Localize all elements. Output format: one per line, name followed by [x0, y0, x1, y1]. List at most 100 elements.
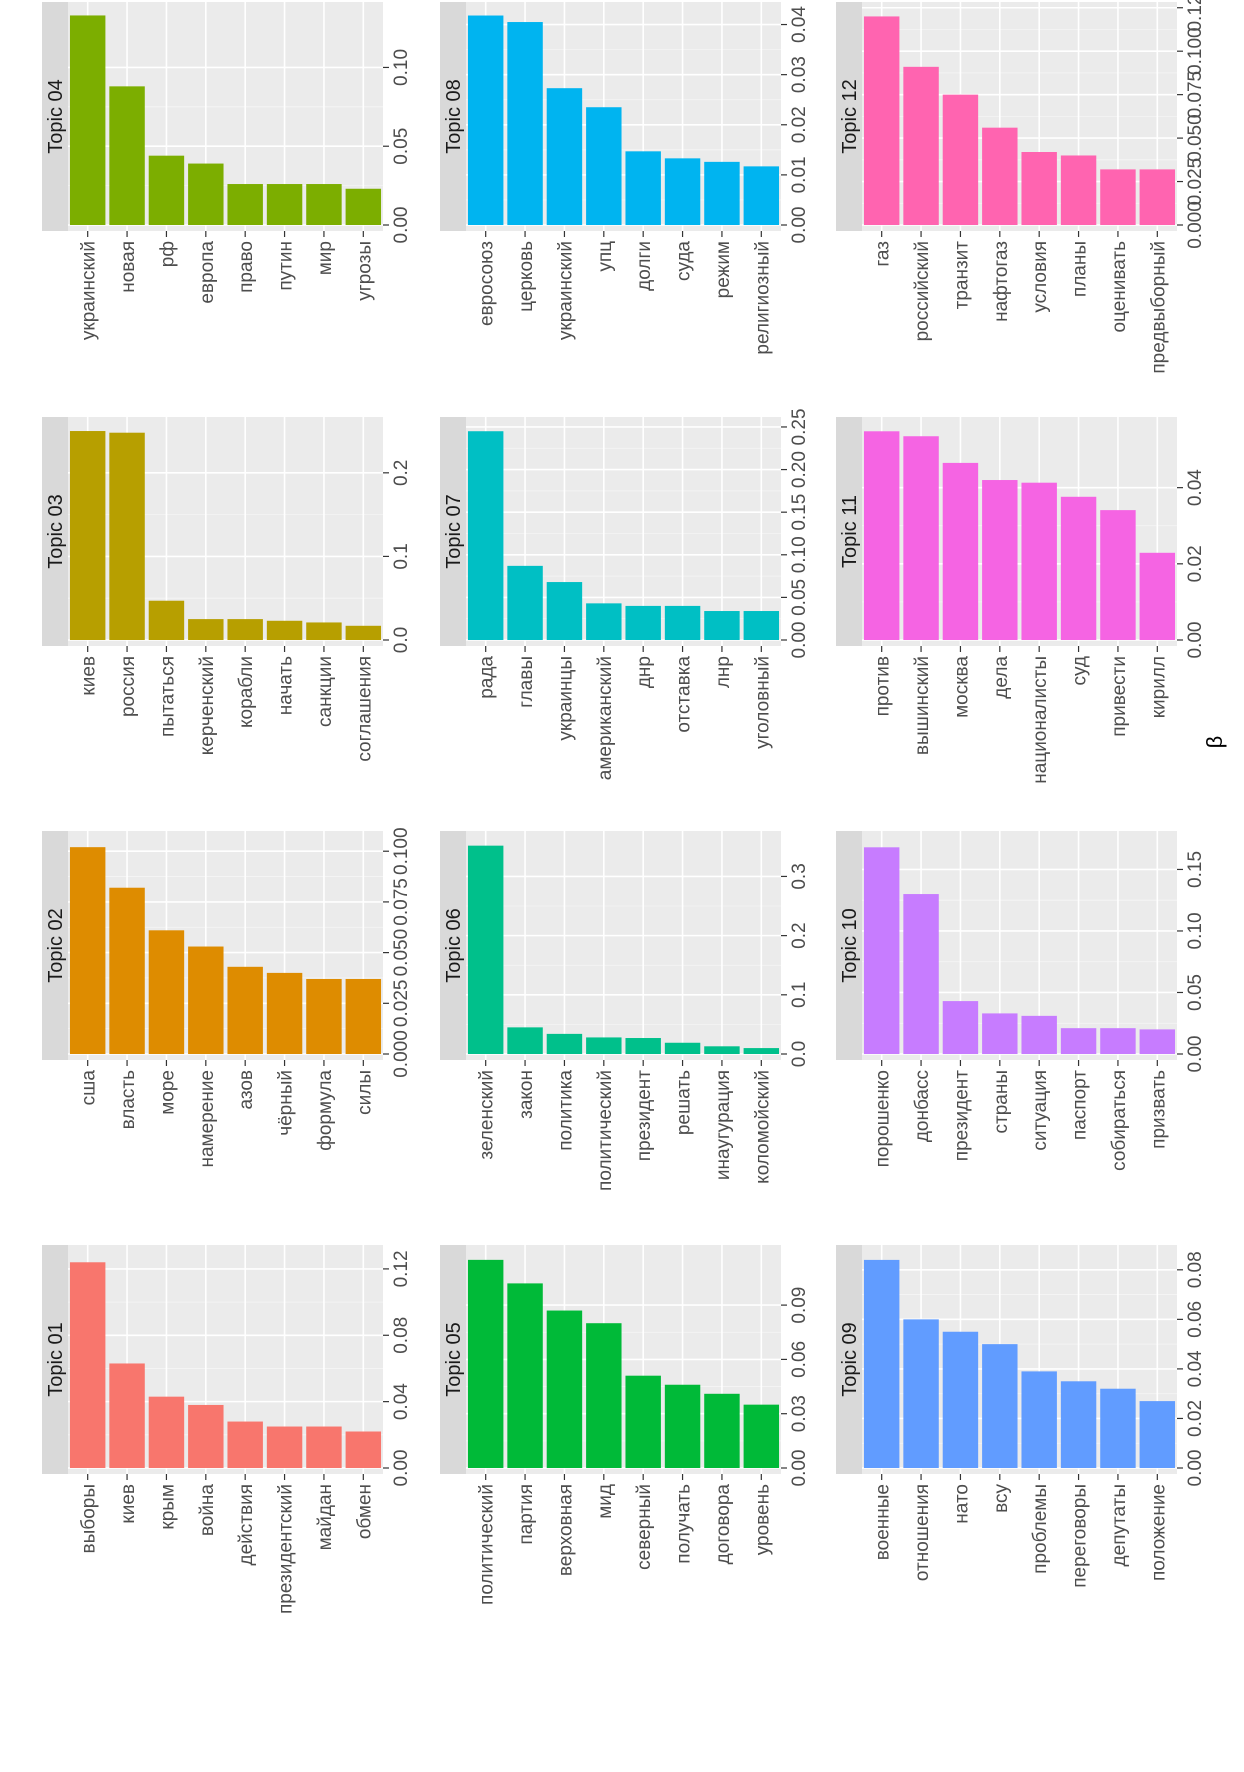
panel-topic-10-bar-6 — [1060, 1028, 1097, 1054]
panel-topic-07-category-label: рада — [477, 656, 498, 699]
panel-topic-02-category-label: сша — [79, 1070, 100, 1106]
panel-topic-03: Topic 03 0.0 0.1 0.2 киев россия пытаться керче… — [42, 417, 412, 762]
panel-topic-12-value-tick-label: 0.075 — [1185, 71, 1206, 119]
panel-topic-12-title: Topic 12 — [839, 79, 861, 154]
panel-topic-03-bar-6 — [266, 620, 303, 640]
panel-topic-03-category-label: корабли — [236, 656, 257, 728]
panel-topic-01-category-label: крым — [157, 1484, 178, 1530]
panel-topic-05-bar-4 — [586, 1323, 622, 1468]
panel-topic-08-category-label: суда — [674, 241, 695, 281]
panel-topic-07: Topic 07 0.00 0.05 0.10 0.15 0.20 0.25 рада глав… — [440, 408, 810, 780]
panel-topic-03-category-label: начать — [276, 656, 297, 715]
panel-topic-11-category-label: националисты — [1030, 656, 1051, 784]
panel-topic-03-category-label: киев — [79, 656, 100, 696]
panel-topic-05-value-tick-label: 0.03 — [789, 1395, 810, 1432]
panel-topic-03-category-label: санкции — [315, 656, 336, 727]
panel-topic-12-value-tick-label: 0.000 — [1185, 201, 1206, 249]
panel-topic-07-category-label: днр — [634, 656, 655, 688]
panel-topic-01-category-label: война — [197, 1484, 218, 1537]
panel-topic-07-value-tick-label: 0.05 — [789, 579, 810, 616]
panel-topic-09-category-label: проблемы — [1030, 1484, 1051, 1574]
panel-topic-06-category-label: президент — [634, 1070, 655, 1161]
panel-topic-08-value-tick-label: 0.02 — [789, 106, 810, 143]
panel-topic-03-bar-1 — [69, 431, 106, 640]
panel-topic-07-value-tick-label: 0.00 — [789, 622, 810, 659]
panel-topic-09-category-label: военные — [873, 1484, 894, 1560]
panel-topic-11-bar-4 — [982, 480, 1018, 640]
panel-topic-09-value-tick-label: 0.00 — [1185, 1450, 1206, 1487]
panel-topic-11-bar-7 — [1100, 510, 1136, 640]
panel-topic-06-value-tick-label: 0.0 — [789, 1041, 810, 1067]
panel-topic-08-bar-6 — [664, 158, 701, 225]
panel-topic-10-bar-2 — [903, 894, 939, 1054]
panel-topic-09-bar-1 — [863, 1259, 900, 1468]
panel-topic-09-value-tick-label: 0.02 — [1185, 1400, 1206, 1437]
panel-topic-11-category-label: вышинский — [912, 656, 933, 755]
panel-topic-04-bar-1 — [69, 15, 106, 226]
panel-topic-04-category-label: украинский — [79, 241, 100, 340]
panel-topic-08-value-tick-label: 0.03 — [789, 56, 810, 93]
panel-topic-07-category-label: отставка — [674, 656, 695, 733]
panel-topic-05-bar-8 — [743, 1404, 780, 1468]
panel-topic-05-bar-3 — [546, 1310, 583, 1468]
panel-topic-09-bar-7 — [1100, 1388, 1136, 1468]
panel-topic-02-bar-1 — [69, 847, 106, 1054]
panel-topic-08-value-tick-label: 0.04 — [789, 6, 810, 43]
panel-topic-04-bar-6 — [266, 184, 303, 225]
panel-topic-03-bar-5 — [227, 619, 263, 640]
panel-topic-07-category-label: главы — [516, 656, 537, 708]
panel-topic-06-category-label: зеленский — [477, 1070, 498, 1160]
panel-topic-01-category-label: выборы — [79, 1484, 100, 1553]
panel-topic-05-category-label: партия — [516, 1484, 537, 1545]
panel-topic-03-bar-2 — [109, 432, 145, 640]
panel-topic-12-category-label: предвыборный — [1148, 241, 1169, 374]
panel-topic-12-bar-3 — [942, 94, 979, 226]
panel-topic-10-value-tick-label: 0.00 — [1185, 1036, 1206, 1073]
panel-topic-04-bar-2 — [109, 86, 145, 226]
panel-topic-12-strip — [836, 2, 862, 231]
panel-topic-06-value-tick-label: 0.3 — [789, 863, 810, 889]
panel-topic-08-bar-3 — [546, 88, 583, 225]
panel-topic-10-bar-1 — [863, 847, 900, 1054]
panel-topic-10-bar-3 — [942, 1001, 979, 1054]
panel-topic-10-category-label: собираться — [1109, 1070, 1130, 1171]
panel-topic-07-value-tick-label: 0.10 — [789, 536, 810, 573]
panel-topic-02-value-tick-label: 0.100 — [391, 827, 412, 875]
panel-topic-08-category-label: упц — [595, 241, 616, 272]
panel-topic-01-bar-8 — [345, 1431, 382, 1468]
panel-topic-12-value-tick-label: 0.025 — [1185, 158, 1206, 206]
panel-topic-10-bar-7 — [1100, 1028, 1136, 1054]
panel-topic-02-category-label: власть — [118, 1070, 139, 1130]
panel-topic-02-category-label: азов — [236, 1070, 257, 1110]
panel-topic-05-category-label: уровень — [752, 1484, 773, 1555]
panel-topic-03-category-label: пытаться — [157, 656, 178, 737]
panel-topic-09-bar-4 — [982, 1344, 1018, 1468]
panel-topic-04-bar-4 — [188, 163, 224, 225]
panel-topic-06-category-label: инаугурация — [713, 1070, 734, 1180]
panel-topic-12-bar-7 — [1100, 169, 1136, 225]
panel-topic-06-category-label: коломойский — [752, 1070, 773, 1184]
panel-topic-08-bar-5 — [625, 151, 661, 225]
panel-topic-09-value-tick-label: 0.04 — [1185, 1350, 1206, 1387]
panel-topic-01-category-label: обмен — [354, 1484, 375, 1539]
panel-topic-10-category-label: призвать — [1148, 1070, 1169, 1149]
panel-topic-04-bar-3 — [148, 155, 185, 225]
panel-topic-11-category-label: суд — [1070, 656, 1091, 685]
panel-topic-03-bar-8 — [345, 625, 382, 640]
panel-topic-11-category-label: против — [873, 656, 894, 716]
panel-topic-08: Topic 08 0.00 0.01 0.02 0.03 0.04 евросоюз церк… — [440, 2, 810, 355]
panel-topic-06-title: Topic 06 — [443, 908, 465, 983]
panel-topic-11-bar-3 — [942, 462, 979, 640]
panel-topic-02-category-label: намерение — [197, 1070, 218, 1168]
panel-topic-11-category-label: привести — [1109, 656, 1130, 737]
panel-topic-05-category-label: получать — [674, 1484, 695, 1564]
panel-topic-06-bar-8 — [743, 1048, 780, 1054]
panel-topic-04-category-label: путин — [276, 241, 297, 291]
panel-topic-02-value-tick-label: 0.000 — [391, 1030, 412, 1078]
panel-topic-02-category-label: силы — [354, 1070, 375, 1115]
panel-topic-08-category-label: режим — [713, 241, 734, 298]
panel-topic-07-bar-1 — [467, 431, 504, 640]
panel-topic-02-category-label: море — [157, 1070, 178, 1115]
panel-topic-06-bar-4 — [586, 1037, 622, 1054]
